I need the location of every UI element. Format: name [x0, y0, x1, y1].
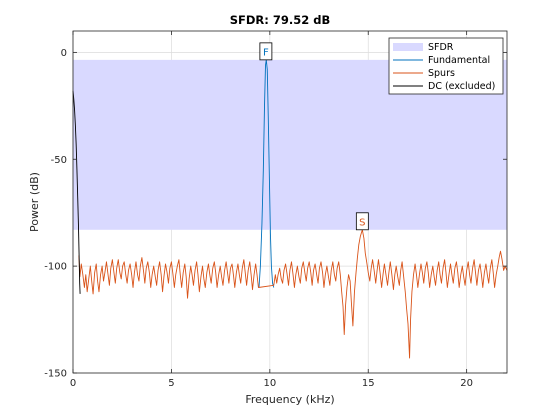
legend-label-spurs: Spurs: [428, 68, 455, 79]
y-tick-label: -50: [51, 155, 67, 166]
x-tick-label: 15: [362, 378, 375, 389]
legend-swatch-sfdr: [393, 43, 423, 51]
legend-label-sfdr: SFDR: [428, 42, 454, 53]
marker-s: S: [355, 212, 369, 231]
marker-box: [259, 42, 273, 61]
y-tick-label: -100: [44, 262, 67, 273]
series-line-dc-excluded: [72, 90, 81, 294]
y-axis-label: Power (dB): [28, 172, 41, 232]
y-tick-label: -150: [44, 369, 67, 380]
chart-title: SFDR: 79.52 dB: [230, 13, 331, 27]
plot-frame: [72, 30, 508, 374]
marker-f: F: [259, 42, 273, 61]
series-line-fundamental: [258, 59, 275, 288]
x-tick-label: 5: [168, 378, 174, 389]
legend-label-dc: DC (excluded): [428, 81, 495, 92]
legend: SFDR Fundamental Spurs DC (excluded): [388, 37, 504, 95]
x-tick-label: 0: [70, 378, 76, 389]
x-tick-label: 20: [460, 378, 473, 389]
series-layer: [72, 59, 508, 359]
series-line-spurs: [78, 229, 508, 359]
y-tick-label: 0: [61, 48, 67, 59]
legend-label-fundamental: Fundamental: [428, 55, 490, 66]
x-axis-label: Frequency (kHz): [245, 393, 334, 406]
marker-label: S: [359, 217, 365, 228]
axis-ticks: 0 5 10 15 20 0 -50 -100 -150: [44, 31, 507, 389]
marker-label: F: [263, 47, 269, 58]
marker-layer: FS: [259, 42, 369, 231]
marker-box: [355, 212, 369, 231]
x-tick-label: 10: [263, 378, 276, 389]
